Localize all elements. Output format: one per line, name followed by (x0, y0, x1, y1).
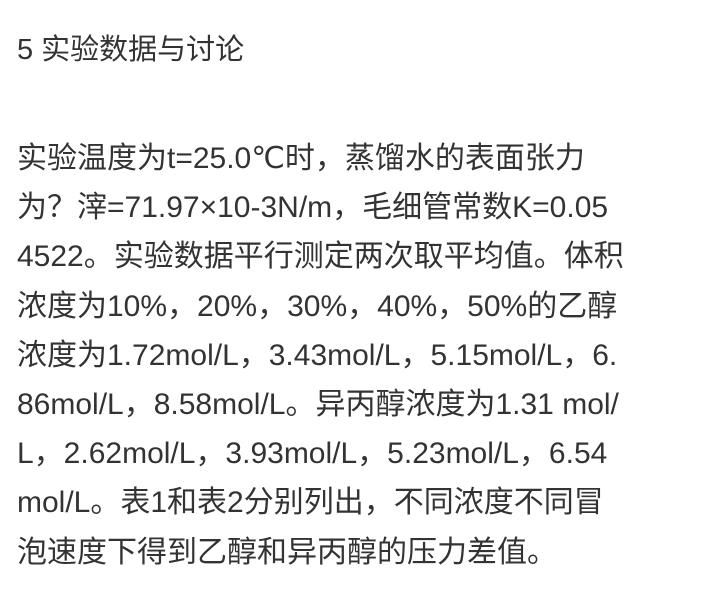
body-paragraph: 实验温度为t=25.0℃时，蒸馏水的表面张力 为？滓=71.97×10-3N/m… (17, 134, 624, 577)
paragraph-line: 为？滓=71.97×10-3N/m，毛细管常数K=0.05 (17, 191, 609, 225)
paragraph-line: 泡速度下得到乙醇和异丙醇的压力差值。 (17, 535, 557, 569)
paragraph-line: L，2.62mol/L，3.93mol/L，5.23mol/L，6.54 (17, 437, 608, 471)
paragraph-line: 4522。实验数据平行测定两次取平均值。体积 (17, 240, 624, 274)
paragraph-line: 浓度为1.72mol/L，3.43mol/L，5.15mol/L，6. (17, 338, 618, 372)
paragraph-line: 浓度为10%，20%，30%，40%，50%的乙醇 (17, 289, 618, 323)
paragraph-line: mol/L。表1和表2分别列出，不同浓度不同冒 (17, 486, 604, 520)
paragraph-line: 86mol/L，8.58mol/L。异丙醇浓度为1.31 mol/ (17, 388, 619, 422)
section-heading: 5 实验数据与讨论 (17, 34, 245, 66)
paragraph-line: 实验温度为t=25.0℃时，蒸馏水的表面张力 (17, 142, 585, 175)
